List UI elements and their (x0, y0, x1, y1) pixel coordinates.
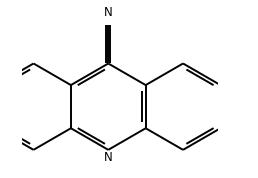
Text: N: N (104, 151, 113, 164)
Text: N: N (104, 6, 113, 19)
Text: Cl: Cl (257, 142, 258, 155)
